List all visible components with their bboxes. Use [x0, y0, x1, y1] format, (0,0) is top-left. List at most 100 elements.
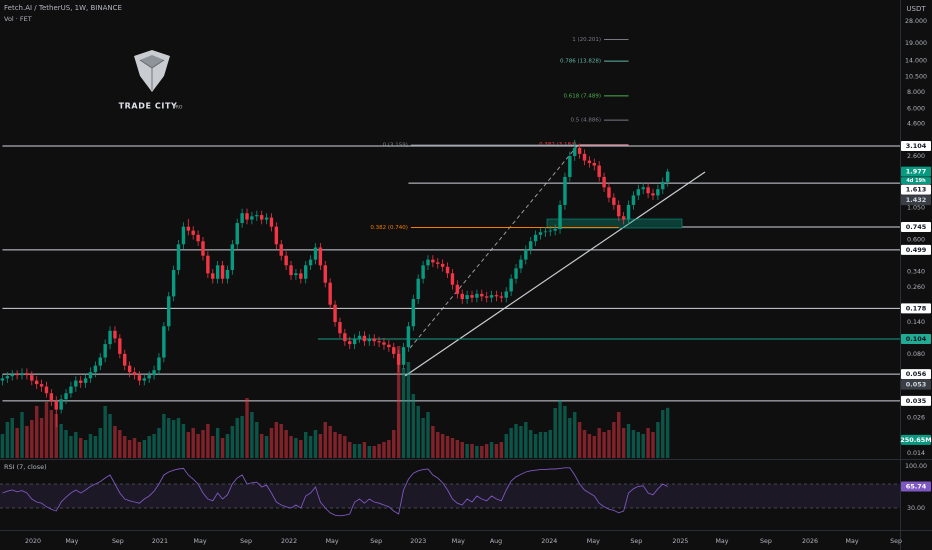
volume-bar — [617, 412, 621, 458]
candle-body — [514, 268, 518, 279]
candle-body — [475, 293, 479, 298]
candle-body — [636, 189, 641, 196]
candle-body — [426, 259, 430, 266]
candle-body — [137, 375, 142, 381]
volume-bar — [88, 434, 93, 458]
volume-bar — [83, 440, 88, 458]
volume-bar — [450, 438, 455, 458]
candle-body — [225, 269, 230, 279]
candle-body — [49, 393, 54, 401]
volume-bar — [367, 446, 372, 458]
candle-body — [651, 193, 655, 196]
candle-body — [377, 341, 381, 343]
rsi-line — [2, 467, 668, 517]
logo-name: TRADE CITY — [119, 102, 178, 111]
volume-bar — [587, 434, 592, 458]
candle-body — [44, 386, 49, 394]
level-price-label: 0.053 — [906, 381, 927, 389]
rsi-last-label-box — [901, 481, 931, 492]
volume-bar — [25, 426, 29, 458]
candle-body — [499, 296, 504, 298]
fib-label: 0.786 (13.828) — [560, 59, 601, 65]
volume-bar — [484, 444, 489, 458]
candle-body — [431, 259, 435, 263]
candle-body — [15, 374, 19, 376]
volume-bar — [10, 418, 14, 458]
volume-bar — [274, 422, 279, 458]
volume-bar — [39, 418, 44, 458]
candle-body — [250, 216, 254, 220]
candle-body — [30, 375, 34, 381]
volume-bar — [475, 446, 479, 458]
candle-body — [118, 338, 122, 354]
volume-bar — [533, 434, 538, 458]
volume-bar — [387, 440, 391, 458]
candle-body — [533, 234, 538, 242]
volume-bar — [636, 432, 641, 458]
volume-bar — [15, 428, 19, 458]
candle-body — [558, 204, 562, 229]
candle-body — [64, 393, 68, 400]
candle-body — [157, 357, 161, 371]
volume-bar — [504, 434, 508, 458]
volume-bar — [78, 438, 83, 458]
volume-bar — [245, 398, 249, 458]
volume-bar — [30, 420, 34, 458]
volume-bar — [250, 412, 254, 458]
volume-bar — [284, 430, 288, 458]
volume-legend: Vol · FET — [4, 15, 32, 23]
volume-bar — [201, 430, 205, 458]
level-price-label-box — [901, 184, 931, 195]
candle-body — [553, 229, 557, 231]
candle-body — [396, 353, 401, 365]
x-tick-label: 2025 — [672, 538, 688, 545]
candle-body — [113, 330, 117, 339]
candle-body — [440, 263, 445, 267]
volume-bar — [299, 440, 303, 458]
volume-bar — [113, 426, 117, 458]
x-tick-label: Sep — [370, 538, 382, 545]
volume-bar — [171, 420, 176, 458]
candle-body — [206, 255, 210, 274]
volume-last-label: 250.65M — [900, 436, 932, 444]
candle-body — [352, 338, 357, 345]
candle-body — [176, 244, 181, 270]
candle-body — [152, 370, 156, 376]
candle-body — [220, 265, 225, 279]
volume-bar — [421, 418, 425, 458]
volume-bar — [343, 436, 347, 458]
candle-body — [460, 293, 464, 300]
volume-bar — [44, 402, 49, 458]
volume-bar — [303, 432, 308, 458]
candle-body — [83, 378, 88, 383]
candle-body — [646, 187, 650, 194]
volume-bar — [514, 424, 518, 458]
rsi-last-label: 65.74 — [906, 483, 927, 491]
volume-bar — [656, 422, 660, 458]
logo-lines — [139, 59, 165, 90]
candle-body — [617, 204, 621, 217]
volume-bar — [563, 406, 567, 458]
candle-body — [313, 247, 318, 260]
volume-bar — [641, 434, 645, 458]
volume-bar — [308, 436, 313, 458]
volume-bar — [460, 442, 464, 458]
fib-label: 0.618 (7.489) — [564, 93, 602, 99]
volume-bar — [196, 434, 200, 458]
candle-body — [470, 295, 474, 298]
x-tick-label: May — [326, 538, 339, 545]
volume-bar — [406, 362, 411, 458]
candle-body — [10, 374, 14, 377]
y-tick-label: 6.000 — [907, 106, 925, 113]
x-tick-label: 2021 — [152, 538, 168, 545]
level-price-label-box — [901, 303, 931, 314]
candle-body — [382, 342, 386, 345]
volume-bar — [269, 428, 274, 458]
volume-bar — [318, 434, 323, 458]
candle-body — [626, 204, 631, 220]
volume-bar — [553, 408, 557, 458]
volume-bar — [230, 426, 235, 458]
candle-body — [573, 147, 577, 157]
y-tick-label: 4.600 — [907, 121, 925, 128]
volume-bar — [186, 432, 191, 458]
